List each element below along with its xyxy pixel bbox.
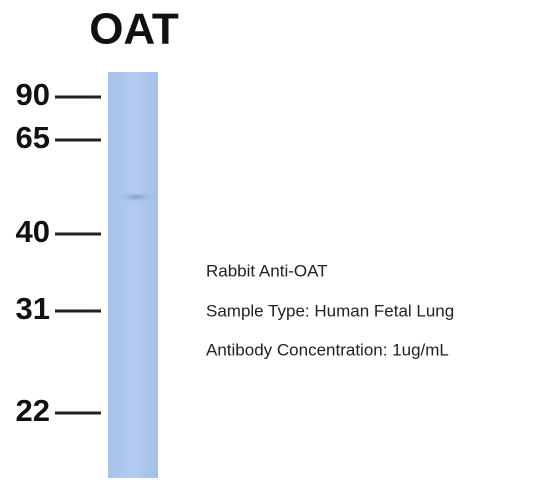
title: OAT xyxy=(89,5,179,54)
marker-label: 31 xyxy=(16,291,50,326)
marker-label: 22 xyxy=(16,393,50,428)
lane xyxy=(108,72,158,478)
marker-ladder: 90 65 40 31 22 xyxy=(16,77,101,428)
info-line: Rabbit Anti-OAT xyxy=(206,261,328,280)
marker-label: 65 xyxy=(16,120,50,155)
info-block: Rabbit Anti-OAT Sample Type: Human Fetal… xyxy=(206,261,454,359)
band xyxy=(116,192,156,202)
blot-figure: OAT 90 65 40 31 22 Rabbit Anti-OAT Sampl… xyxy=(0,0,547,483)
marker-label: 40 xyxy=(16,214,50,249)
marker-label: 90 xyxy=(16,77,50,112)
info-line: Sample Type: Human Fetal Lung xyxy=(206,301,454,320)
info-line: Antibody Concentration: 1ug/mL xyxy=(206,340,449,359)
